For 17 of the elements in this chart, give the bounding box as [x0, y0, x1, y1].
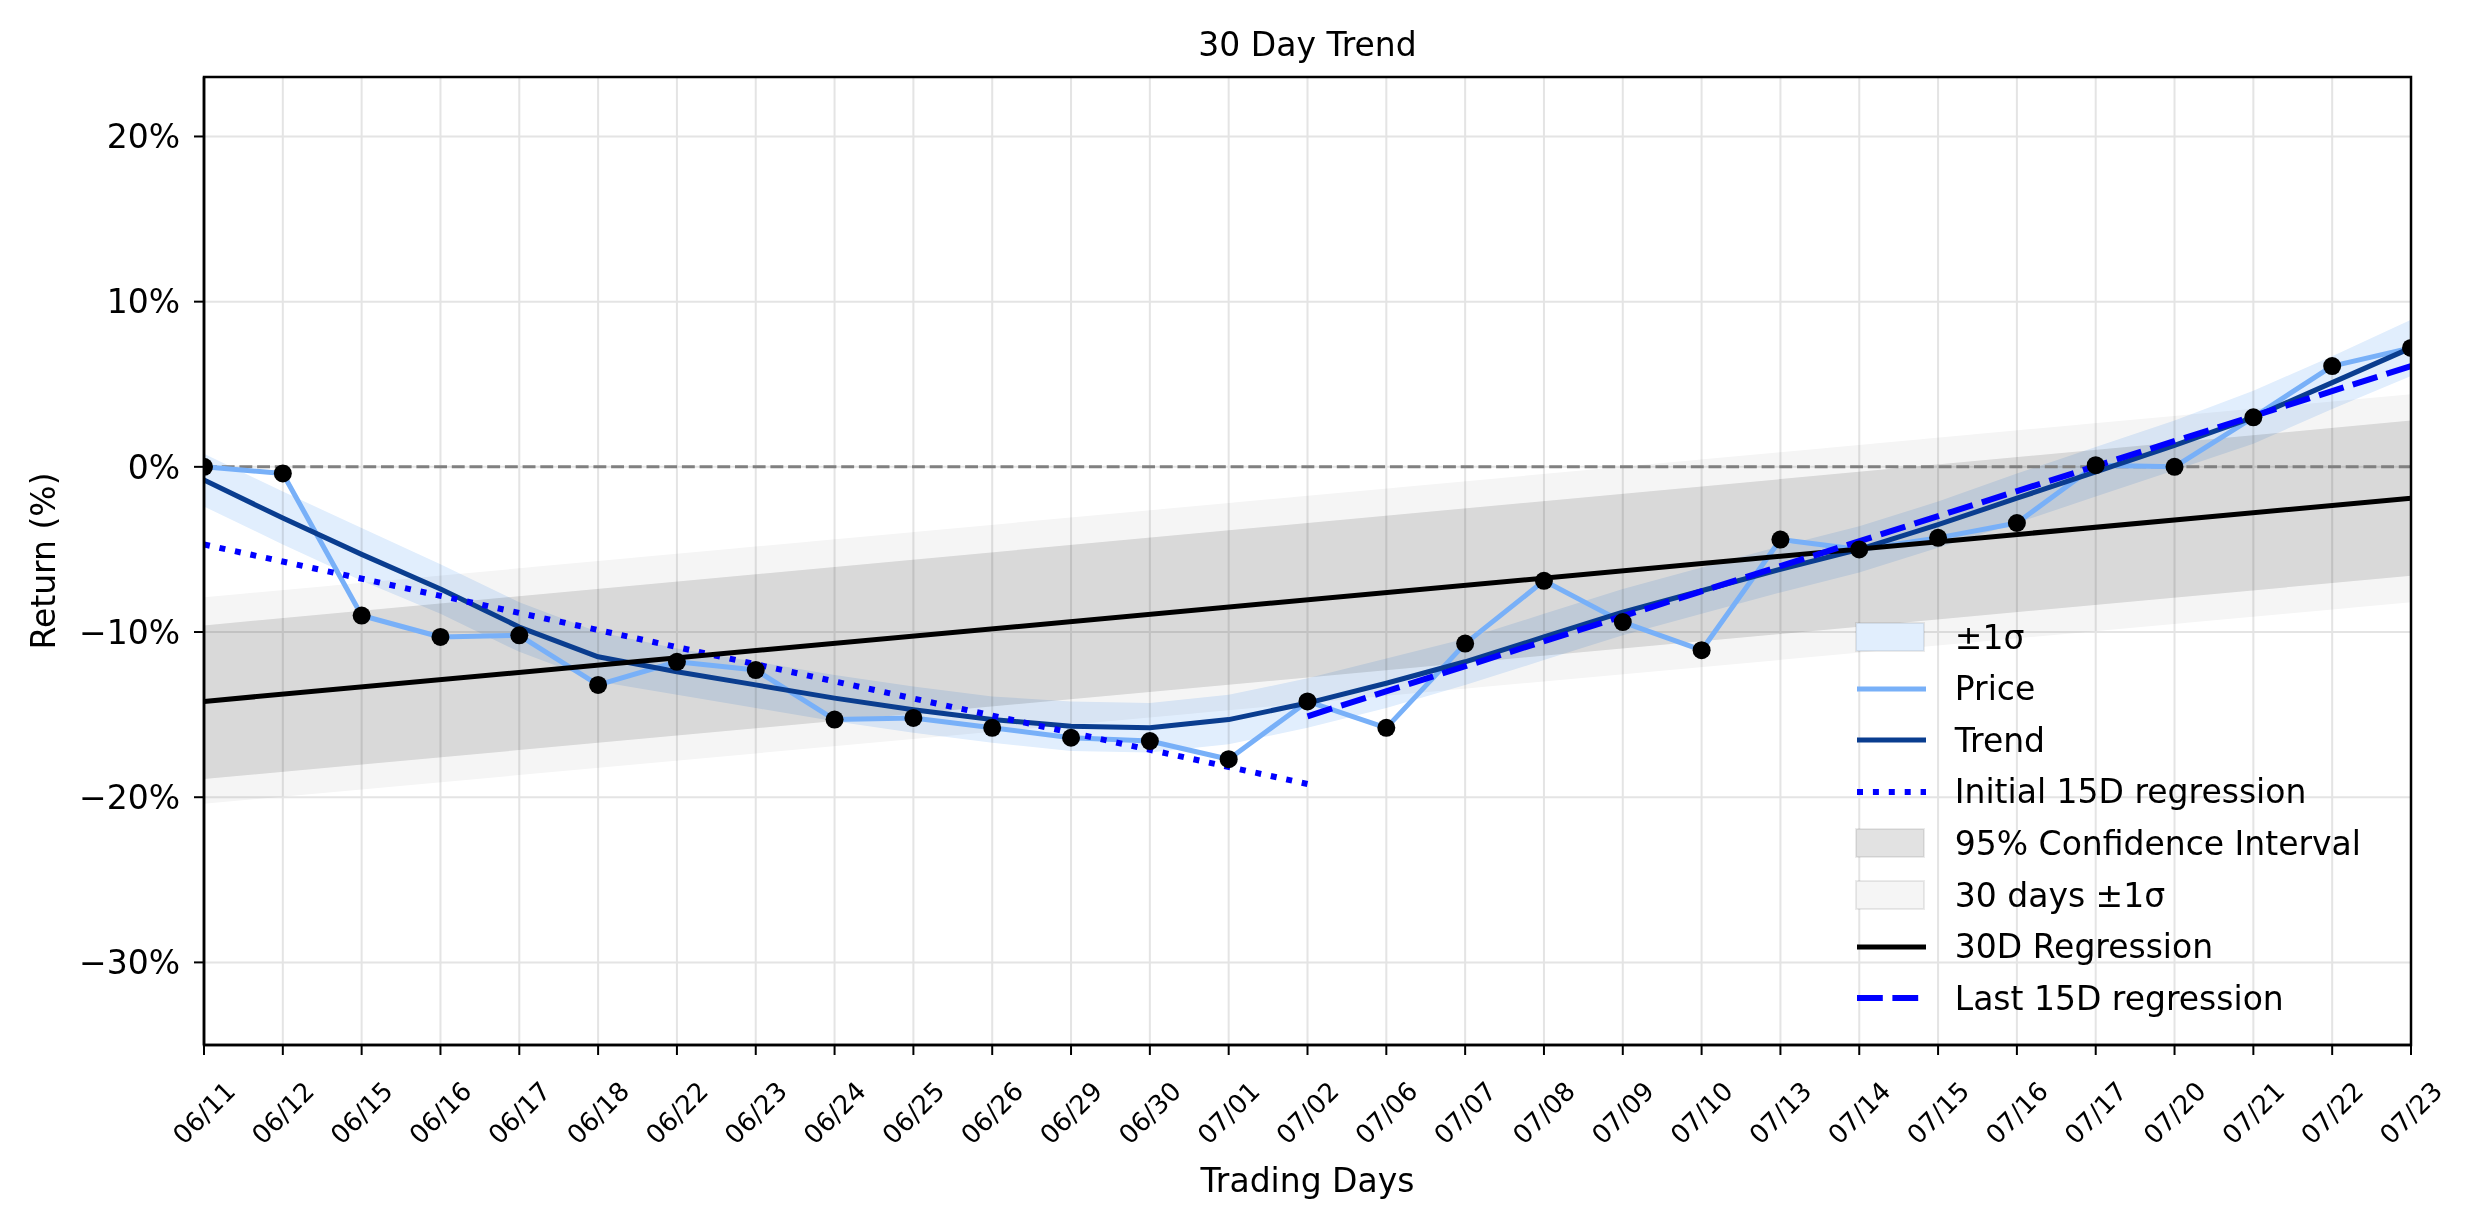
y-tick-label: 20% — [106, 117, 180, 157]
legend-label: 95% Confidence Interval — [1954, 823, 2361, 863]
y-tick-label: −10% — [79, 612, 180, 652]
legend-label: Last 15D regression — [1954, 978, 2284, 1018]
chart-title: 30 Day Trend — [1198, 24, 1417, 64]
legend-label: ±1σ — [1954, 617, 2025, 657]
legend-label: 30 days ±1σ — [1954, 875, 2166, 915]
y-tick-label: 10% — [106, 282, 180, 322]
x-axis-title: Trading Days — [1200, 1160, 1415, 1200]
legend-label: Initial 15D regression — [1954, 772, 2307, 812]
y-tick-label: −20% — [79, 777, 180, 817]
y-tick-label: −30% — [79, 943, 180, 983]
y-axis-title: Return (%) — [23, 472, 63, 650]
legend-label: Price — [1954, 669, 2036, 709]
legend-label: Trend — [1954, 720, 2046, 760]
y-tick-label: 0% — [127, 447, 180, 487]
legend-label: 30D Regression — [1954, 927, 2214, 967]
